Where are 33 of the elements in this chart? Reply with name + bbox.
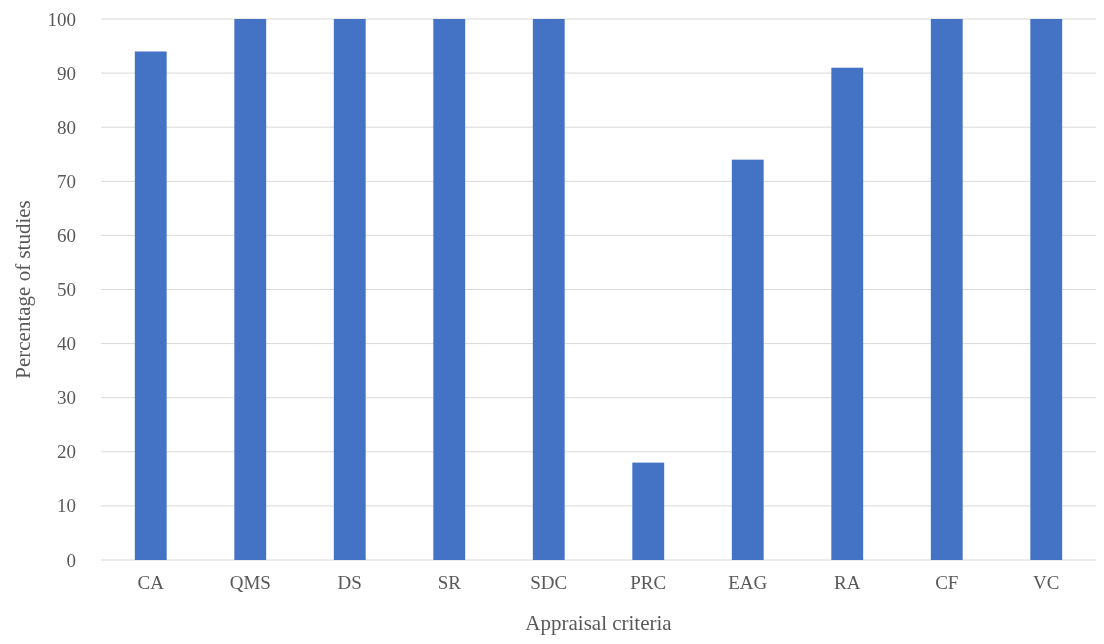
y-axis-title: Percentage of studies bbox=[11, 200, 35, 379]
y-tick-label: 0 bbox=[66, 549, 76, 571]
bar bbox=[632, 462, 665, 560]
bar bbox=[532, 19, 565, 560]
x-tick-label: EAG bbox=[728, 572, 768, 593]
bar bbox=[1030, 19, 1063, 560]
y-tick-label: 80 bbox=[57, 116, 76, 138]
x-tick-label: DS bbox=[337, 572, 362, 593]
x-tick-label: CA bbox=[137, 572, 165, 593]
bar bbox=[731, 159, 764, 560]
y-tick-label: 70 bbox=[57, 170, 76, 192]
bar bbox=[930, 19, 963, 560]
x-tick-label: RA bbox=[834, 572, 861, 593]
bar bbox=[433, 19, 466, 560]
y-tick-label: 100 bbox=[47, 8, 76, 30]
y-tick-label: 50 bbox=[57, 279, 76, 300]
bar bbox=[333, 19, 366, 560]
y-tick-label: 60 bbox=[57, 224, 76, 246]
y-tick-label: 10 bbox=[57, 495, 76, 517]
x-tick-label: SR bbox=[437, 572, 462, 593]
x-tick-label: PRC bbox=[630, 572, 667, 593]
x-tick-label: SDC bbox=[530, 572, 568, 593]
x-tick-label: QMS bbox=[229, 572, 271, 593]
x-axis-title: Appraisal criteria bbox=[525, 611, 673, 635]
bar bbox=[234, 19, 267, 560]
x-tick-label: CF bbox=[935, 572, 959, 593]
x-tick-label: VC bbox=[1033, 572, 1060, 593]
bar bbox=[831, 67, 864, 560]
y-tick-label: 30 bbox=[57, 387, 76, 409]
y-tick-label: 90 bbox=[57, 62, 76, 84]
y-tick-label: 40 bbox=[57, 333, 76, 355]
bar bbox=[134, 51, 167, 560]
y-tick-label: 20 bbox=[57, 441, 76, 463]
